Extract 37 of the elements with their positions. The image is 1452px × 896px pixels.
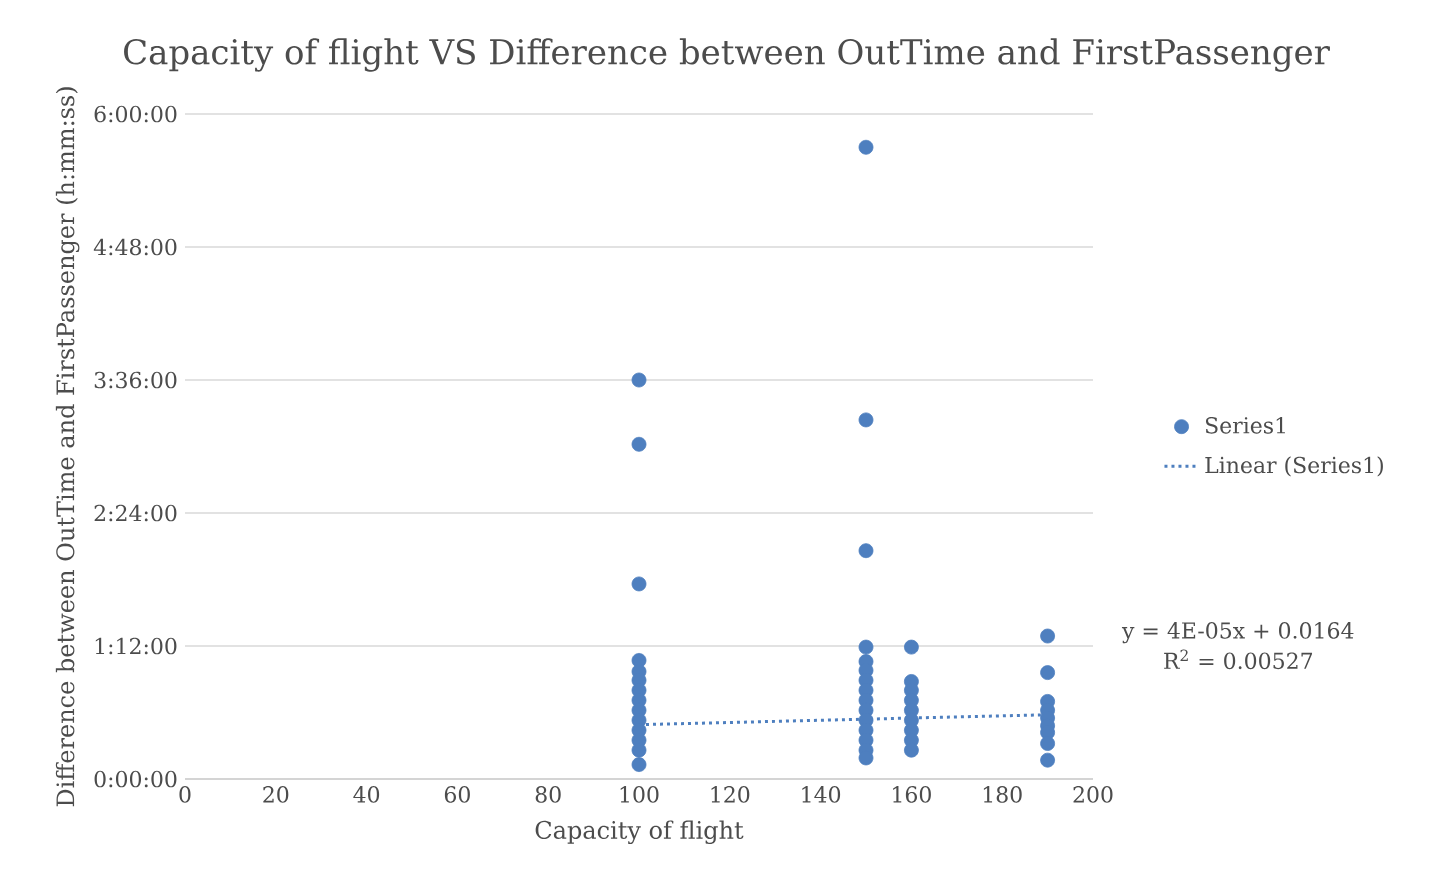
point bbox=[858, 639, 874, 655]
point bbox=[631, 757, 647, 772]
x-axis-title: Capacity of flight bbox=[535, 820, 744, 844]
point bbox=[858, 412, 874, 428]
y-tick-label: 0:00:00 bbox=[94, 770, 177, 788]
point bbox=[1040, 736, 1056, 751]
text: y = 4E-05x + 0.0164 bbox=[1121, 622, 1354, 644]
chart-title: Capacity of flight VS Difference between OutTime and FirstPassenger bbox=[124, 38, 1330, 72]
text: R$^{2}$ = 0.00527 bbox=[1164, 649, 1313, 670]
x-tick-label: 20 bbox=[263, 786, 289, 803]
y-tick-label: 6:00:00 bbox=[94, 105, 177, 123]
x-tick-label: 200 bbox=[1073, 786, 1113, 803]
point bbox=[631, 436, 647, 452]
x-tick-label: 120 bbox=[711, 786, 750, 803]
y-axis-title: Difference between OutTime and FirstPassenger (h:mm:ss) bbox=[55, 87, 80, 807]
point bbox=[631, 576, 647, 592]
point bbox=[904, 639, 919, 655]
y-tick-label: 2:24:00 bbox=[94, 504, 177, 522]
x-tick-label: 140 bbox=[802, 786, 841, 803]
x-tick-label: 160 bbox=[893, 786, 931, 803]
legend-label: Linear (Series1) bbox=[1205, 456, 1383, 477]
point bbox=[1040, 628, 1056, 644]
y-tick-label: 4:48:00 bbox=[93, 238, 177, 256]
x-tick-label: 0 bbox=[179, 786, 191, 803]
y-tick-label: 1:12:00 bbox=[95, 637, 177, 655]
point bbox=[1040, 752, 1056, 768]
x-tick-label: 80 bbox=[535, 786, 561, 803]
x-tick-label: 40 bbox=[353, 786, 380, 803]
x-tick-label: 180 bbox=[983, 786, 1022, 803]
point bbox=[858, 139, 874, 155]
x-tick-label: 60 bbox=[444, 786, 470, 803]
point bbox=[631, 372, 647, 388]
point bbox=[1040, 665, 1056, 680]
y-tick-label: 3:36:00 bbox=[94, 371, 177, 389]
point bbox=[858, 543, 874, 559]
x-tick-label: 100 bbox=[620, 786, 659, 803]
legend-label: Series1 bbox=[1205, 417, 1285, 434]
